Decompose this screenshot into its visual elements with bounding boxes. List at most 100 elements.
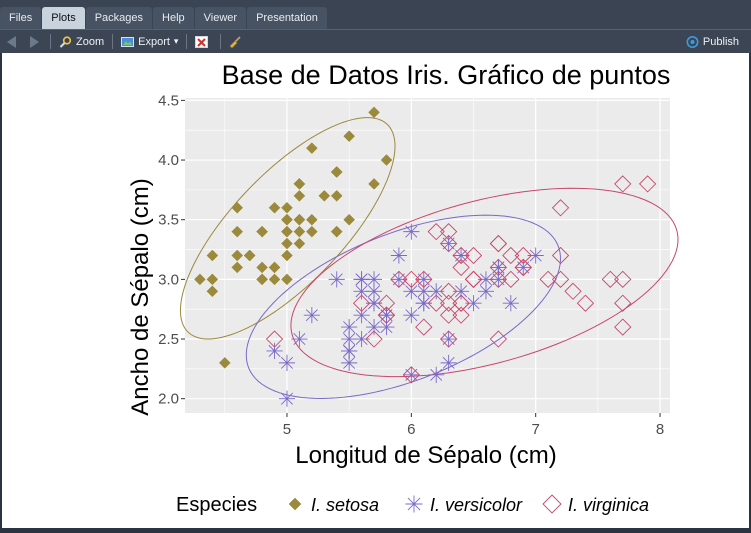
- publish-label: Publish: [702, 35, 739, 48]
- virginica-point: [402, 366, 420, 384]
- zoom-button[interactable]: Zoom: [55, 32, 108, 51]
- virginica-point: [440, 282, 458, 300]
- setosa-point: [231, 225, 244, 238]
- versicolor-point: [328, 271, 345, 288]
- magnifier-icon: [59, 35, 72, 48]
- virginica-point: [614, 318, 632, 336]
- setosa-point: [231, 261, 244, 274]
- setosa-point: [293, 237, 306, 250]
- versicolor-point: [353, 271, 370, 288]
- versicolor-point: [428, 366, 445, 383]
- setosa-point: [293, 178, 306, 190]
- y-tick-label: 2.5: [158, 331, 179, 348]
- versicolor-point: [353, 307, 370, 324]
- versicolor-point: [440, 235, 457, 252]
- virginica-point: [452, 294, 470, 312]
- virginica-point: [514, 258, 532, 277]
- setosa-point: [281, 249, 293, 262]
- virginica-point: [564, 282, 582, 300]
- setosa-point: [206, 285, 219, 298]
- versicolor-point: [341, 330, 358, 348]
- versicolor-point: [502, 295, 519, 312]
- virginica-point: [452, 306, 470, 324]
- versicolor-point: [440, 354, 457, 371]
- versicolor-point: [403, 307, 420, 324]
- virginica-point: [377, 306, 396, 324]
- setosa-point: [281, 213, 293, 226]
- setosa-point: [305, 213, 318, 226]
- versicolor-point: [341, 319, 358, 336]
- setosa-point: [330, 225, 343, 238]
- virginica-point: [464, 270, 483, 289]
- setosa-point: [243, 249, 256, 262]
- setosa-point: [256, 261, 268, 274]
- versicolor-point: [341, 354, 358, 371]
- toolbar-divider: [186, 34, 188, 49]
- x-tick-label: 8: [656, 421, 664, 438]
- setosa-point: [268, 273, 281, 286]
- legend-entry-versicolor: I. versicolor: [430, 495, 523, 515]
- legend-key-virginica: [542, 494, 562, 514]
- setosa-point: [293, 213, 306, 226]
- confidence-ellipse: [290, 187, 679, 378]
- setosa-point: [256, 225, 268, 238]
- setosa-point: [206, 273, 219, 286]
- tab-presentation[interactable]: Presentation: [247, 7, 327, 29]
- x-tick-label: 6: [407, 421, 415, 438]
- virginica-point: [365, 330, 383, 348]
- versicolor-point: [428, 283, 445, 300]
- virginica-point: [452, 246, 470, 265]
- tab-help[interactable]: Help: [153, 7, 194, 29]
- setosa-point: [231, 201, 244, 214]
- virginica-point: [265, 330, 284, 348]
- tab-files[interactable]: Files: [0, 7, 42, 29]
- back-button[interactable]: [0, 32, 23, 51]
- versicolor-point: [390, 247, 407, 264]
- setosa-point: [206, 249, 219, 262]
- versicolor-point: [266, 342, 283, 360]
- tab-plots[interactable]: Plots: [42, 7, 85, 29]
- versicolor-point: [403, 223, 420, 240]
- virginica-point: [601, 270, 619, 289]
- versicolor-point: [278, 354, 296, 371]
- virginica-point: [514, 246, 532, 265]
- setosa-point: [268, 201, 281, 214]
- versicolor-point: [490, 259, 507, 276]
- versicolor-point: [365, 295, 383, 312]
- setosa-point: [305, 142, 318, 154]
- remove-plot-button[interactable]: [191, 32, 216, 51]
- forward-button[interactable]: [23, 32, 46, 51]
- versicolor-point: [390, 271, 407, 288]
- virginica-point: [440, 234, 458, 253]
- tab-viewer[interactable]: Viewer: [194, 7, 247, 29]
- setosa-point: [281, 237, 293, 250]
- virginica-point: [489, 270, 508, 289]
- clear-all-plots-button[interactable]: [225, 32, 250, 51]
- export-button[interactable]: Export ▾: [117, 32, 182, 51]
- virginica-point: [489, 330, 508, 348]
- plot-panel: [185, 98, 670, 413]
- y-axis-label: Ancho de Sépalo (cm): [127, 178, 154, 415]
- legend-entry-setosa: I. setosa: [311, 495, 379, 515]
- virginica-point: [576, 294, 595, 312]
- setosa-point: [305, 225, 318, 238]
- y-tick-label: 2.0: [158, 391, 179, 408]
- versicolor-point: [515, 259, 532, 276]
- virginica-point: [614, 294, 632, 312]
- toolbar-divider: [112, 34, 114, 49]
- publish-button[interactable]: Publish: [682, 32, 743, 51]
- versicolor-point: [477, 271, 495, 288]
- virginica-point: [377, 294, 396, 312]
- legend-key-versicolor: [405, 495, 423, 513]
- chart-title: Base de Datos Iris. Gráfico de puntos: [222, 60, 671, 90]
- setosa-point: [330, 166, 343, 178]
- tab-packages[interactable]: Packages: [85, 7, 153, 29]
- virginica-point: [415, 270, 433, 289]
- x-tick-label: 5: [283, 421, 291, 438]
- virginica-point: [551, 270, 570, 289]
- legend: Especies I. setosa I. versicolor I. virgini…: [176, 494, 649, 516]
- arrow-right-icon: [30, 35, 39, 48]
- setosa-point: [368, 178, 380, 190]
- legend-title: Especies: [176, 494, 257, 516]
